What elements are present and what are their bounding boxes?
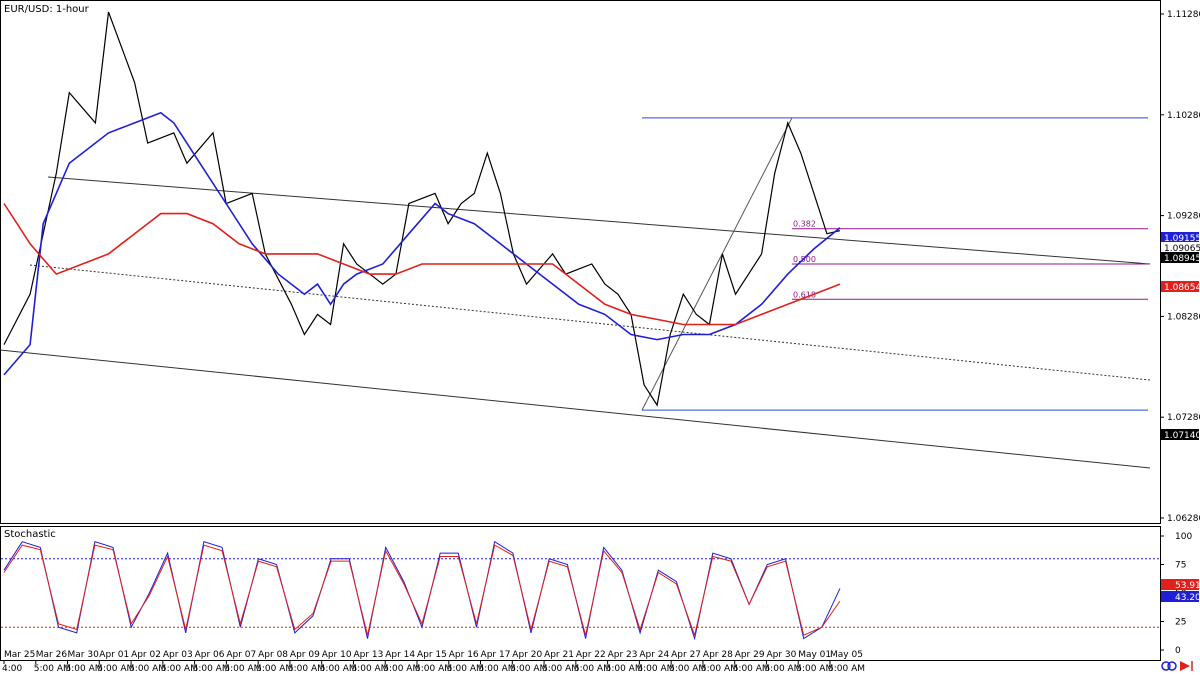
x-tick-label: May 05	[830, 650, 863, 660]
x-tick-label: Apr 02	[131, 650, 161, 660]
price-panel-frame	[0, 0, 1161, 524]
x-tick-label: Apr 28	[703, 650, 733, 660]
x-tick-label: Apr 30	[766, 650, 796, 660]
x-tick-label: Apr 01	[99, 650, 129, 660]
stochastic-panel-frame	[0, 526, 1161, 661]
price-tag-bg	[1161, 242, 1199, 253]
ma-fast-line	[3, 111, 841, 376]
x-tick-sublabel: 5:00 AM	[701, 664, 738, 674]
x-tick-label: Apr 14	[385, 650, 415, 660]
x-tick-sublabel: 5:00 AM	[637, 664, 674, 674]
x-tick-sublabel: 5:00 AM	[669, 664, 706, 674]
x-tick-sublabel: 5:00 AM	[383, 664, 420, 674]
x-tick-label: Apr 08	[258, 650, 288, 660]
y-tick-label: 1.11280	[1167, 10, 1200, 20]
x-tick-sublabel: 5:00 AM	[510, 664, 547, 674]
x-tick-label: Apr 24	[639, 650, 669, 660]
price-tag-bg	[1161, 252, 1199, 263]
x-tick-label: Apr 07	[226, 650, 256, 660]
x-tick-sublabel: 5:00 AM	[320, 664, 357, 674]
x-tick-label: May 01	[798, 650, 831, 660]
x-tick-sublabel: 5:00 AM	[288, 664, 325, 674]
x-tick-sublabel: 5:00 AM	[66, 664, 103, 674]
x-tick-label: Apr 22	[576, 650, 606, 660]
x-tick-sublabel: 5:00 AM	[415, 664, 452, 674]
stochastic-tick-label: 100	[1175, 532, 1192, 542]
y-tick-label: 1.10280	[1167, 111, 1200, 121]
fib-level-label: 0.618	[793, 290, 816, 299]
price-series-line	[3, 11, 841, 407]
x-tick-label: Apr 03	[163, 650, 193, 660]
x-tick-sublabel: 5:00 AM	[161, 664, 198, 674]
x-tick-sublabel: 5:00 AM	[351, 664, 388, 674]
chart-title: EUR/USD: 1-hour	[4, 4, 90, 15]
stochastic-tick-label: 75	[1175, 561, 1186, 571]
axes-layer: 1.11280 1.10280 1.09280 1.08280 1.07280 1.062…	[2, 10, 1200, 674]
fib-level-label: 0.382	[793, 220, 816, 229]
x-tick-label: Apr 06	[195, 650, 225, 660]
x-tick-sublabel: 5:00 AM	[764, 664, 801, 674]
stochastic-d-line	[3, 544, 841, 637]
x-tick-label: Apr 10	[322, 650, 352, 660]
x-tick-sublabel: 5:00 AM	[447, 664, 484, 674]
x-tick-sublabel: 4:00	[2, 664, 22, 674]
x-tick-sublabel: 5:00 AM	[224, 664, 261, 674]
x-tick-label: Apr 21	[544, 650, 574, 660]
fib-level-label: 0.500	[793, 255, 816, 264]
x-tick-label: Apr 13	[353, 650, 383, 660]
scroll-right-icon[interactable]	[1180, 661, 1193, 671]
x-tick-sublabel: 5:00 AM	[574, 664, 611, 674]
price-tag-label: 1.08945	[1164, 254, 1200, 264]
price-tag-bg	[1161, 281, 1199, 292]
price-layer: 0.382 0.500 0.618	[0, 11, 1151, 469]
x-tick-sublabel: 5:00 AM	[256, 664, 293, 674]
x-tick-label: Mar 30	[68, 650, 100, 660]
x-tick-sublabel: 5:00 AM	[193, 664, 230, 674]
x-tick-sublabel: 5:00 AM	[34, 664, 71, 674]
price-tag-label: 1.09155	[1164, 234, 1200, 244]
x-tick-sublabel: 5:00 AM	[479, 664, 516, 674]
x-tick-label: Apr 20	[512, 650, 542, 660]
x-tick-sublabel: 5:00 AM	[97, 664, 134, 674]
price-tag-label: 1.09065	[1164, 244, 1200, 254]
stochastic-tag-label: 53.91	[1175, 581, 1200, 591]
x-tick-label: Apr 09	[290, 650, 320, 660]
x-tick-sublabel: 5:00 AM	[828, 664, 865, 674]
ma-slow-line	[3, 203, 841, 326]
x-tick-label: Apr 29	[735, 650, 765, 660]
x-tick-label: Mar 26	[36, 650, 68, 660]
channel-lower-line	[0, 349, 1151, 469]
y-tick-label: 1.08280	[1167, 312, 1200, 322]
stochastic-tick-label: 0	[1175, 646, 1181, 656]
fib-trend-line	[641, 117, 793, 411]
stochastic-title: Stochastic	[4, 529, 56, 540]
x-tick-sublabel: 5:00 AM	[542, 664, 579, 674]
price-tag-label: 1.07140	[1164, 431, 1200, 441]
price-tag-bg	[1161, 232, 1199, 243]
stochastic-layer	[1, 540, 1160, 641]
y-tick-label: 1.07280	[1167, 413, 1200, 423]
x-tick-sublabel: 5:00 AM	[129, 664, 166, 674]
link-icon[interactable]	[1161, 661, 1177, 671]
stochastic-tag-bg	[1161, 579, 1199, 590]
y-tick-label: 1.09280	[1167, 212, 1200, 222]
x-tick-label: Apr 23	[608, 650, 638, 660]
x-tick-label: Apr 16	[449, 650, 479, 660]
y-tick-label: 1.06280	[1167, 514, 1200, 524]
price-tag-bg	[1161, 429, 1199, 440]
x-tick-label: Apr 27	[671, 650, 701, 660]
channel-upper-line	[47, 176, 1151, 265]
x-tick-sublabel: 5:00 AM	[606, 664, 643, 674]
x-tick-label: Apr 17	[481, 650, 511, 660]
x-tick-label: Mar 25	[4, 650, 35, 660]
stochastic-tag-bg	[1161, 591, 1199, 602]
price-tag-label: 1.08654	[1164, 283, 1200, 293]
stochastic-tag-label: 43.20	[1175, 593, 1200, 603]
x-tick-sublabel: 5:00 AM	[796, 664, 833, 674]
x-tick-sublabel: 5:00 AM	[733, 664, 770, 674]
stochastic-tick-label: 25	[1175, 618, 1186, 628]
x-tick-label: Apr 15	[417, 650, 447, 660]
